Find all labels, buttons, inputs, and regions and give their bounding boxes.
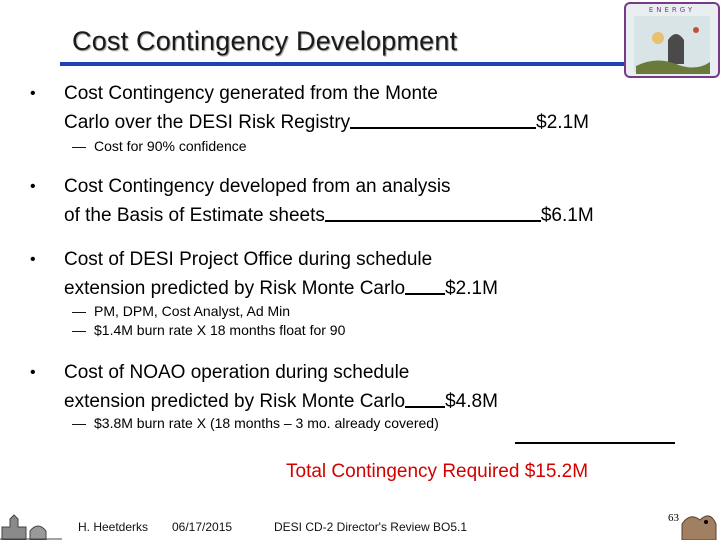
bullet-1-line1: Cost Contingency generated from the Mont… <box>64 83 438 104</box>
bullet-3-amount: $2.1M <box>445 278 498 299</box>
footer-review: DESI CD-2 Director's Review BO5.1 <box>274 520 468 534</box>
bullet-1: • Cost Contingency generated from the Mo… <box>30 80 438 107</box>
energy-logo: ENERGY <box>624 2 720 78</box>
footer-author: H. Heetderks <box>78 520 149 534</box>
bullet-1-amount: $2.1M <box>536 112 589 133</box>
logo-text: ENERGY <box>648 6 696 14</box>
bullet-1-line2-row: Carlo over the DESI Risk Registry $2.1M <box>64 109 589 136</box>
bullet-2-line2-row: of the Basis of Estimate sheets $6.1M <box>64 202 594 229</box>
fill-blank <box>350 109 537 129</box>
bullet-dot: • <box>30 85 36 102</box>
bullet-2: • Cost Contingency developed from an ana… <box>30 173 451 200</box>
bullet-2-amount: $6.1M <box>540 205 594 226</box>
fill-blank <box>405 388 446 408</box>
bullet-4-sub-1: — $3.8M burn rate X (18 months – 3 mo. al… <box>72 415 439 431</box>
bullet-dot: • <box>30 178 36 195</box>
fill-blank <box>324 202 541 222</box>
footer-date: 06/17/2015 <box>172 520 233 534</box>
bullet-dot: • <box>30 251 36 268</box>
bullet-4: • Cost of NOAO operation during schedule <box>30 359 410 386</box>
bullet-4-amount: $4.8M <box>445 391 498 412</box>
fill-blank <box>405 275 446 295</box>
bullet-3-sub-1: — PM, DPM, Cost Analyst, Ad Min <box>72 303 291 319</box>
bullet-2-line2: of the Basis of Estimate sheets <box>64 205 325 226</box>
page-title: Cost Contingency Development <box>72 26 458 56</box>
bullet-3-sub-2: — $1.4M burn rate X 18 months float for 9… <box>72 322 346 338</box>
bullet-3-line2-row: extension predicted by Risk Monte Carlo $… <box>64 275 498 302</box>
bullet-3: • Cost of DESI Project Office during sch… <box>30 246 433 273</box>
sum-rule <box>515 442 675 444</box>
logo-art-icon <box>634 16 710 74</box>
corner-art-left-icon <box>0 514 62 540</box>
bullet-4-line2: extension predicted by Risk Monte Carlo <box>64 391 406 412</box>
corner-art-right-icon <box>681 515 717 540</box>
total-contingency: Total Contingency Required $15.2M <box>286 461 589 482</box>
bullet-2-line1: Cost Contingency developed from an analy… <box>64 176 451 197</box>
bullet-3-line1: Cost of DESI Project Office during sched… <box>64 249 433 270</box>
bullet-4-line1: Cost of NOAO operation during schedule <box>64 362 410 383</box>
title-underline <box>60 62 630 66</box>
bullet-1-sub-1: — Cost for 90% confidence <box>72 138 247 154</box>
bullet-3-line2: extension predicted by Risk Monte Carlo <box>64 278 406 299</box>
bullet-dot: • <box>30 364 36 381</box>
page-number: 63 <box>668 512 679 524</box>
bullet-1-line2: Carlo over the DESI Risk Registry <box>64 112 351 133</box>
bullet-4-line2-row: extension predicted by Risk Monte Carlo $… <box>64 388 498 415</box>
